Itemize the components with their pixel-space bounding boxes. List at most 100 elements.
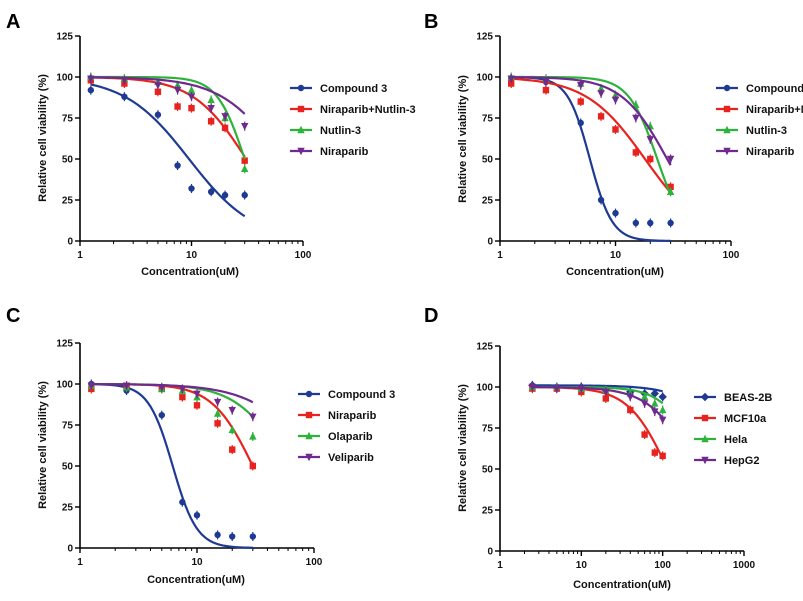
data-point bbox=[666, 155, 675, 164]
data-point bbox=[632, 219, 640, 227]
y-tick-label: 100 bbox=[476, 383, 493, 394]
x-tick-label: 1000 bbox=[733, 560, 756, 571]
x-tick-label: 10 bbox=[576, 560, 588, 571]
fit-curve bbox=[511, 75, 672, 196]
y-tick-label: 75 bbox=[482, 114, 494, 125]
y-tick-label: 25 bbox=[482, 506, 494, 517]
fit-curve bbox=[511, 77, 672, 194]
y-tick-label: 75 bbox=[62, 114, 74, 125]
data-point bbox=[179, 498, 186, 506]
fit-curve bbox=[91, 383, 253, 549]
y-tick-label: 100 bbox=[476, 73, 493, 84]
data-point bbox=[577, 82, 585, 90]
panel-c-plot: 0 25 50 75 100 125 1 10 100 bbox=[56, 339, 322, 569]
data-point bbox=[602, 395, 610, 402]
panel-c-ylabel: Relative cell viability (%) bbox=[37, 381, 49, 509]
panel-a-ylabel: Relative cell viability (%) bbox=[37, 74, 49, 202]
data-point bbox=[187, 93, 196, 101]
data-point bbox=[640, 392, 649, 401]
panel-b-legend: Compound 3 Niraparib+Nutlin-3 Nutlin-3 Nira… bbox=[716, 83, 803, 158]
data-point bbox=[577, 385, 586, 393]
data-point bbox=[542, 78, 550, 87]
x-tick-label: 100 bbox=[306, 557, 323, 568]
panel-a-series-2 bbox=[87, 72, 249, 174]
data-point bbox=[87, 75, 95, 83]
panel-a-legend-entry: Compound 3 bbox=[290, 83, 387, 95]
x-tick-label: 1 bbox=[497, 560, 503, 571]
y-tick-label: 75 bbox=[482, 424, 494, 435]
data-point bbox=[647, 155, 654, 163]
panel-c-legend-entry: Veliparib bbox=[298, 452, 374, 464]
panel-a-xlabel: Concentration(uM) bbox=[141, 266, 239, 278]
legend-marker bbox=[723, 147, 731, 156]
data-point bbox=[221, 113, 229, 121]
panel-a-plot: 0 25 50 75 100 125 1 10 100 bbox=[56, 32, 311, 262]
data-point bbox=[179, 393, 186, 401]
data-point bbox=[214, 420, 221, 427]
legend-marker bbox=[701, 434, 709, 443]
data-point bbox=[602, 388, 610, 397]
panel-c-series-0 bbox=[88, 379, 257, 549]
panel-d-letter: D bbox=[424, 305, 438, 327]
legend-marker bbox=[305, 431, 313, 440]
legend-label: Olaparib bbox=[328, 431, 373, 443]
panel-c-legend: Compound 3 Niraparib Olaparib Veliparib bbox=[298, 389, 395, 464]
data-point bbox=[229, 446, 236, 453]
panel-b-series-3 bbox=[507, 74, 675, 166]
y-tick-label: 25 bbox=[482, 196, 494, 207]
data-point bbox=[627, 406, 634, 414]
y-tick-label: 50 bbox=[62, 155, 74, 166]
data-point bbox=[651, 408, 659, 416]
fit-curve bbox=[90, 76, 246, 115]
data-point bbox=[158, 384, 166, 392]
data-point bbox=[174, 162, 181, 169]
data-point bbox=[507, 80, 515, 87]
data-point bbox=[553, 385, 561, 393]
data-point bbox=[626, 393, 635, 402]
data-point bbox=[647, 219, 654, 227]
data-point bbox=[651, 399, 659, 407]
panel-d-plot: 0 25 50 75 100 125 1 10 100 1000 bbox=[476, 342, 755, 572]
panel-a-legend-entry: Niraparib+Nutlin-3 bbox=[290, 104, 416, 116]
data-point bbox=[121, 93, 128, 100]
data-point bbox=[577, 98, 584, 105]
data-point bbox=[658, 416, 667, 424]
x-tick-label: 10 bbox=[186, 250, 198, 261]
data-point bbox=[597, 84, 605, 92]
data-point bbox=[542, 86, 550, 94]
panel-b: B Relative cell viability (%) Concentrat… bbox=[424, 11, 803, 278]
panel-c-legend-entry: Compound 3 bbox=[298, 389, 395, 401]
data-point bbox=[188, 185, 195, 192]
data-point bbox=[577, 119, 584, 127]
legend-marker bbox=[305, 390, 313, 398]
data-point bbox=[174, 103, 181, 110]
panel-a-letter: A bbox=[6, 11, 20, 33]
x-tick-label: 10 bbox=[610, 250, 622, 261]
panel-b-ylabel: Relative cell viability (%) bbox=[457, 75, 469, 203]
data-point bbox=[207, 188, 215, 195]
data-point bbox=[240, 123, 249, 131]
data-point bbox=[214, 531, 221, 539]
panel-c-letter: C bbox=[6, 305, 20, 327]
panel-c-legend-entry: Niraparib bbox=[298, 410, 377, 422]
data-point bbox=[221, 191, 229, 199]
data-point bbox=[666, 187, 675, 195]
data-point bbox=[154, 88, 162, 95]
panel-b-legend-entry: Compound 3 bbox=[716, 83, 803, 95]
panel-c-series-1 bbox=[88, 382, 257, 471]
data-point bbox=[611, 96, 620, 105]
y-tick-label: 50 bbox=[482, 155, 494, 166]
panel-a-series-0 bbox=[87, 83, 248, 218]
panel-d: D Relative cell viability (%) Concentrat… bbox=[424, 305, 772, 591]
data-point bbox=[193, 512, 201, 519]
fit-curve bbox=[91, 382, 254, 418]
legend-marker bbox=[723, 105, 731, 113]
data-point bbox=[240, 164, 249, 173]
panel-b-plot: 0 25 50 75 100 125 1 10 100 bbox=[476, 32, 739, 262]
legend-marker bbox=[297, 125, 305, 134]
legend-marker bbox=[305, 411, 313, 419]
panel-a: A Relative cell viability (%) Concentrat… bbox=[6, 11, 416, 278]
y-tick-label: 100 bbox=[56, 73, 73, 84]
data-point bbox=[221, 124, 229, 132]
y-tick-label: 125 bbox=[476, 342, 493, 353]
